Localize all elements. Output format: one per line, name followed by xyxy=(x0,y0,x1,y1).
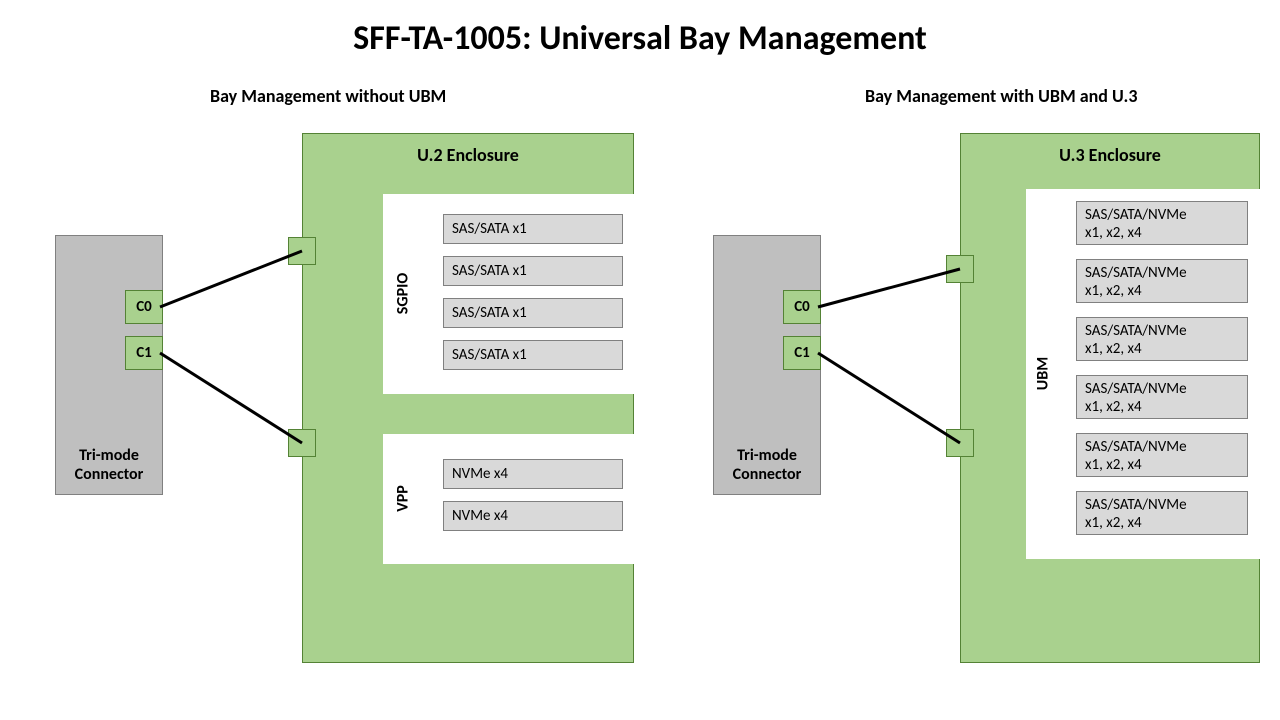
right-enclosure-port-bottom xyxy=(946,429,974,457)
left-sgpio-slot-3: SAS/SATA x1 xyxy=(443,340,623,370)
left-enclosure-title: U.2 Enclosure xyxy=(303,144,633,166)
right-port-c1: C1 xyxy=(783,336,821,370)
left-connector-label-2: Connector xyxy=(75,465,144,484)
right-ubm-slot-5-l1: SAS/SATA/NVMe xyxy=(1085,496,1187,514)
left-enclosure-port-top xyxy=(288,237,316,265)
right-ubm-slot-0: SAS/SATA/NVMe x1, x2, x4 xyxy=(1076,201,1248,245)
left-enclosure-port-bottom xyxy=(288,429,316,457)
left-sgpio-slot-2: SAS/SATA x1 xyxy=(443,298,623,328)
right-ubm-slot-4-l1: SAS/SATA/NVMe xyxy=(1085,438,1187,456)
right-ubm-slot-2-l1: SAS/SATA/NVMe xyxy=(1085,322,1187,340)
left-vpp-slot-0: NVMe x4 xyxy=(443,459,623,489)
left-group-vpp: VPP NVMe x4 NVMe x4 xyxy=(383,434,635,564)
left-group-sgpio-label: SGPIO xyxy=(394,264,413,324)
right-port-c0: C0 xyxy=(783,290,821,324)
left-vpp-slot-1: NVMe x4 xyxy=(443,501,623,531)
right-enclosure-title: U.3 Enclosure xyxy=(961,144,1259,166)
right-ubm-slot-0-l1: SAS/SATA/NVMe xyxy=(1085,206,1187,224)
right-ubm-slot-5: SAS/SATA/NVMe x1, x2, x4 xyxy=(1076,491,1248,535)
right-ubm-slot-4-l2: x1, x2, x4 xyxy=(1085,456,1142,474)
left-port-c1: C1 xyxy=(125,336,163,370)
right-connector-label-2: Connector xyxy=(733,465,802,484)
right-ubm-slot-1-l2: x1, x2, x4 xyxy=(1085,282,1142,300)
right-subtitle: Bay Management with UBM and U.3 xyxy=(865,85,1138,107)
left-sgpio-slot-0: SAS/SATA x1 xyxy=(443,214,623,244)
right-connector-label-1: Tri-mode xyxy=(737,446,797,465)
right-ubm-slot-1-l1: SAS/SATA/NVMe xyxy=(1085,264,1187,282)
right-ubm-slot-3-l1: SAS/SATA/NVMe xyxy=(1085,380,1187,398)
left-group-sgpio: SGPIO SAS/SATA x1 SAS/SATA x1 SAS/SATA x… xyxy=(383,194,635,394)
left-port-c0: C0 xyxy=(125,290,163,324)
right-ubm-slot-5-l2: x1, x2, x4 xyxy=(1085,514,1142,532)
right-ubm-slot-3: SAS/SATA/NVMe x1, x2, x4 xyxy=(1076,375,1248,419)
page-title: SFF-TA-1005: Universal Bay Management xyxy=(0,18,1280,59)
left-sgpio-slot-1: SAS/SATA x1 xyxy=(443,256,623,286)
right-group-ubm-label: UBM xyxy=(1034,349,1053,399)
right-ubm-slot-2: SAS/SATA/NVMe x1, x2, x4 xyxy=(1076,317,1248,361)
right-ubm-slot-2-l2: x1, x2, x4 xyxy=(1085,340,1142,358)
left-subtitle: Bay Management without UBM xyxy=(210,85,446,107)
right-ubm-slot-4: SAS/SATA/NVMe x1, x2, x4 xyxy=(1076,433,1248,477)
right-enclosure: U.3 Enclosure UBM SAS/SATA/NVMe x1, x2, … xyxy=(960,133,1260,663)
right-ubm-slot-1: SAS/SATA/NVMe x1, x2, x4 xyxy=(1076,259,1248,303)
left-connector-label-1: Tri-mode xyxy=(79,446,139,465)
right-ubm-slot-3-l2: x1, x2, x4 xyxy=(1085,398,1142,416)
right-ubm-slot-0-l2: x1, x2, x4 xyxy=(1085,224,1142,242)
right-group-ubm: UBM SAS/SATA/NVMe x1, x2, x4 SAS/SATA/NV… xyxy=(1026,189,1261,559)
left-group-vpp-label: VPP xyxy=(394,474,413,524)
left-enclosure: U.2 Enclosure SGPIO SAS/SATA x1 SAS/SATA… xyxy=(302,133,634,663)
right-enclosure-port-top xyxy=(946,255,974,283)
